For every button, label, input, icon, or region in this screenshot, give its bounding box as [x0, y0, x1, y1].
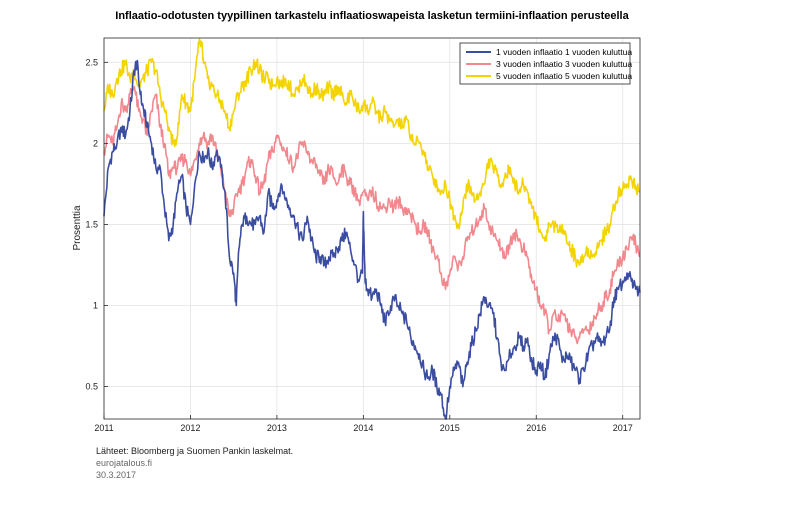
publish-date: 30.3.2017	[96, 470, 137, 480]
chart-title: Inflaatio-odotusten tyypillinen tarkaste…	[115, 10, 629, 22]
series-line-1	[103, 59, 641, 420]
legend-label-3: 5 vuoden inflaatio 5 vuoden kuluttua	[496, 71, 632, 81]
x-tick-label-1: 2012	[180, 423, 200, 433]
legend: 1 vuoden inflaatio 1 vuoden kuluttua 3 vu…	[459, 42, 632, 85]
series-layer	[103, 38, 641, 420]
y-tick-label-2: 1.5	[85, 219, 98, 229]
x-tick-label-6: 2017	[613, 423, 633, 433]
source-note: Lähteet: Bloomberg ja Suomen Pankin lask…	[96, 446, 294, 456]
series-line-3	[103, 38, 641, 268]
x-tick-label-3: 2014	[353, 423, 373, 433]
site-name: eurojatalous.fi	[96, 458, 153, 468]
legend-box	[459, 42, 631, 85]
series-line-2	[103, 85, 641, 345]
y-tick-label-1: 1	[93, 301, 98, 311]
y-axis-label: Prosenttia	[72, 205, 83, 250]
x-tick-label-4: 2015	[440, 423, 460, 433]
y-tick-label-0: 0.5	[85, 382, 98, 392]
x-tick-label-5: 2016	[526, 423, 546, 433]
x-tick-label-2: 2013	[267, 423, 287, 433]
y-tick-label-4: 2.5	[85, 57, 98, 67]
x-tick-label-0: 2011	[94, 423, 113, 433]
legend-label-1: 1 vuoden inflaatio 1 vuoden kuluttua	[496, 47, 632, 57]
axis-ticks: 2011 2012 2013 2014 2015 2016 2017 0.5 1 1.5 2 2.5	[85, 57, 632, 433]
legend-label-2: 3 vuoden inflaatio 3 vuoden kuluttua	[496, 59, 632, 69]
plot-frame	[103, 37, 641, 420]
y-tick-label-3: 2	[93, 138, 98, 148]
